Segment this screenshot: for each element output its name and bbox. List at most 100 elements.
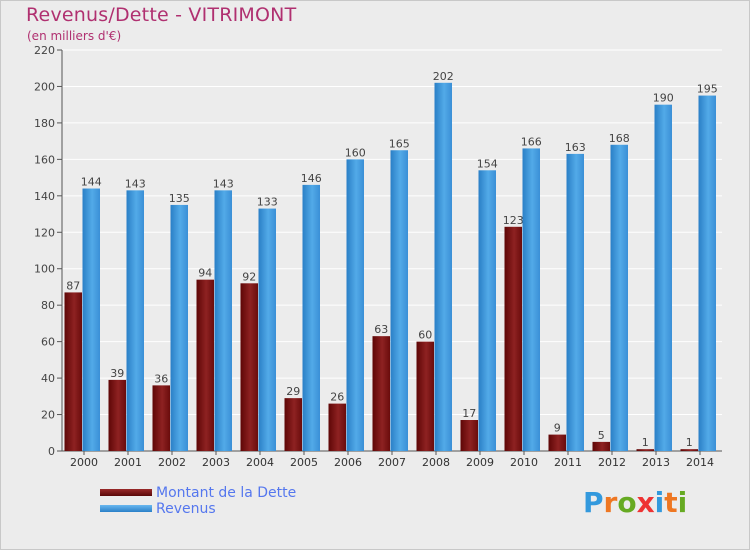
legend-label-revenue: Revenus	[156, 501, 216, 517]
x-tick-label: 2002	[158, 456, 186, 469]
y-tick-label: 160	[34, 153, 55, 166]
bar-debt	[548, 434, 566, 451]
data-label-revenue: 195	[697, 83, 718, 96]
logo-letter: i	[654, 486, 665, 519]
data-label-debt: 39	[110, 367, 124, 380]
data-label-revenue: 163	[565, 141, 586, 154]
data-label-revenue: 143	[125, 177, 146, 190]
bar-revenue	[82, 188, 100, 451]
legend-label-debt: Montant de la Dette	[156, 485, 297, 501]
bar-debt	[460, 420, 478, 451]
data-label-debt: 26	[330, 391, 344, 404]
data-label-debt: 1	[686, 436, 693, 449]
chart-subtitle: (en milliers d'€)	[27, 29, 122, 43]
x-tick-label: 2008	[422, 456, 450, 469]
proxiti-logo: Proxiti	[583, 486, 687, 519]
bar-debt	[592, 441, 610, 451]
x-tick-label: 2006	[334, 456, 362, 469]
y-tick-label: 200	[34, 80, 55, 93]
y-tick-label: 100	[34, 263, 55, 276]
bar-revenue	[170, 204, 188, 451]
x-tick-label: 2011	[554, 456, 582, 469]
y-tick-label: 120	[34, 226, 55, 239]
bar-revenue	[522, 148, 540, 451]
y-tick-label: 60	[41, 336, 55, 349]
data-label-revenue: 133	[257, 196, 278, 209]
data-label-revenue: 146	[301, 172, 322, 185]
data-label-debt: 5	[598, 429, 605, 442]
y-tick-label: 20	[41, 409, 55, 422]
bar-debt	[152, 385, 170, 451]
bar-debt	[416, 341, 434, 451]
bar-debt	[108, 379, 126, 451]
x-tick-label: 2000	[70, 456, 98, 469]
x-tick-label: 2001	[114, 456, 142, 469]
bar-revenue	[346, 159, 364, 451]
bar-revenue	[434, 82, 452, 452]
bar-revenue	[390, 150, 408, 451]
logo-letter: r	[603, 486, 618, 519]
bar-revenue	[478, 170, 496, 452]
y-tick-label: 140	[34, 190, 55, 203]
data-label-debt: 123	[503, 214, 524, 227]
bar-debt	[328, 403, 346, 451]
data-label-debt: 92	[242, 270, 256, 283]
bar-debt	[504, 226, 522, 451]
logo-letter: x	[636, 486, 655, 519]
data-label-debt: 1	[642, 436, 649, 449]
data-label-revenue: 144	[81, 176, 102, 189]
data-label-revenue: 154	[477, 157, 498, 170]
bar-debt	[372, 336, 390, 451]
data-label-debt: 87	[66, 279, 80, 292]
bar-debt	[196, 279, 214, 451]
y-tick-label: 180	[34, 117, 55, 130]
x-tick-label: 2012	[598, 456, 626, 469]
bar-debt	[636, 449, 654, 451]
data-label-revenue: 166	[521, 135, 542, 148]
x-tick-label: 2004	[246, 456, 274, 469]
bar-revenue	[654, 104, 672, 451]
data-label-debt: 60	[418, 329, 432, 342]
bar-debt	[240, 283, 258, 451]
data-label-debt: 36	[154, 372, 168, 385]
bar-revenue	[698, 95, 716, 452]
bar-revenue	[566, 153, 584, 452]
x-tick-label: 2010	[510, 456, 538, 469]
x-tick-label: 2005	[290, 456, 318, 469]
bar-revenue	[258, 208, 276, 451]
data-label-debt: 63	[374, 323, 388, 336]
y-tick-label: 40	[41, 372, 55, 385]
data-label-debt: 17	[462, 407, 476, 420]
data-label-debt: 94	[198, 267, 212, 280]
data-label-revenue: 160	[345, 146, 366, 159]
chart-title: Revenus/Dette - VITRIMONT	[26, 4, 297, 26]
x-tick-label: 2014	[686, 456, 714, 469]
legend-swatch-revenue	[100, 505, 152, 512]
y-tick-label: 0	[48, 445, 55, 458]
logo-letter: o	[617, 486, 637, 519]
data-label-revenue: 143	[213, 177, 234, 190]
data-label-revenue: 168	[609, 132, 630, 145]
bar-debt	[64, 292, 82, 451]
data-label-revenue: 190	[653, 92, 674, 105]
x-tick-label: 2003	[202, 456, 230, 469]
data-label-revenue: 135	[169, 192, 190, 205]
data-label-revenue: 202	[433, 70, 454, 83]
y-tick-label: 80	[41, 299, 55, 312]
bar-revenue	[610, 144, 628, 452]
bar-revenue	[302, 184, 320, 451]
x-tick-label: 2007	[378, 456, 406, 469]
x-tick-label: 2009	[466, 456, 494, 469]
x-tick-label: 2013	[642, 456, 670, 469]
bar-revenue	[126, 190, 144, 451]
data-label-debt: 29	[286, 385, 300, 398]
y-tick-label: 220	[34, 44, 55, 57]
data-label-revenue: 165	[389, 137, 410, 150]
bar-debt	[284, 398, 302, 451]
legend-swatch-debt	[100, 489, 152, 496]
logo-letter: t	[664, 486, 678, 519]
logo-letter: i	[677, 486, 688, 519]
data-label-debt: 9	[554, 422, 561, 435]
logo-letter: P	[583, 486, 604, 519]
